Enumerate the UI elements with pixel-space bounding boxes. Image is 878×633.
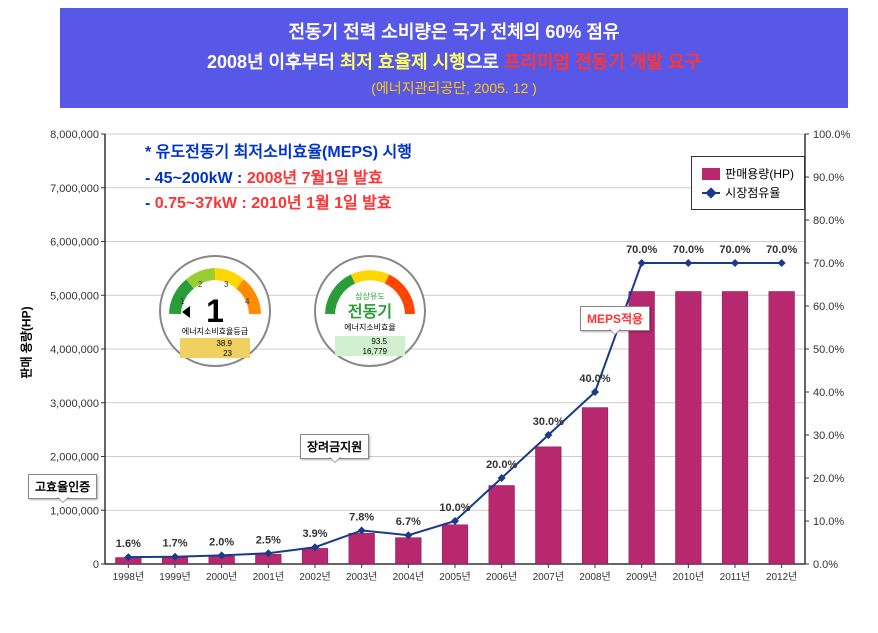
- legend-line: 시장점유율: [702, 184, 794, 201]
- svg-text:23: 23: [223, 349, 232, 358]
- svg-text:2002년: 2002년: [299, 571, 330, 583]
- annot-line1: * 유도전동기 최저소비효율(MEPS) 시행: [145, 140, 412, 166]
- svg-text:10.0%: 10.0%: [439, 502, 470, 514]
- svg-text:2.0%: 2.0%: [209, 536, 234, 548]
- legend-bar-swatch: [702, 168, 720, 180]
- annot-line2: - 45~200kW : 2008년 7월1일 발효: [145, 166, 412, 192]
- chart-area: 01,000,0002,000,0003,000,0004,000,0005,0…: [10, 114, 870, 604]
- svg-text:에너지소비효율등급: 에너지소비효율등급: [182, 326, 248, 336]
- svg-text:40.0%: 40.0%: [579, 373, 610, 385]
- svg-text:93.5: 93.5: [371, 337, 387, 346]
- header-line1: 전동기 전력 소비량은 국가 전체의 60% 점유: [80, 18, 828, 44]
- svg-text:1.6%: 1.6%: [116, 538, 141, 550]
- svg-text:6,000,000: 6,000,000: [50, 237, 99, 249]
- svg-text:6.7%: 6.7%: [396, 516, 421, 528]
- svg-text:70.0%: 70.0%: [719, 244, 750, 256]
- energy-grade-badge: 1 2 3 4 1 에너지소비효율등급 38.9 23: [150, 254, 280, 379]
- callout-certification: 고효율인증: [28, 474, 97, 499]
- svg-text:1.7%: 1.7%: [162, 538, 187, 550]
- svg-text:70.0%: 70.0%: [673, 244, 704, 256]
- callout-meps: MEPS적용: [580, 306, 650, 331]
- legend: 판매용량(HP) 시장점유율: [691, 156, 805, 210]
- svg-text:2012년: 2012년: [766, 571, 797, 583]
- header-line2: 2008년 이후부터 최저 효율제 시행으로 프리미엄 전동기 개발 요구: [80, 48, 828, 74]
- svg-text:7,000,000: 7,000,000: [50, 183, 99, 195]
- svg-text:60.0%: 60.0%: [813, 301, 844, 313]
- svg-text:5,000,000: 5,000,000: [50, 290, 99, 302]
- svg-text:에너지소비효율: 에너지소비효율: [344, 322, 396, 332]
- svg-text:70.0%: 70.0%: [766, 244, 797, 256]
- svg-text:2010년: 2010년: [673, 571, 704, 583]
- header-banner: 전동기 전력 소비량은 국가 전체의 60% 점유 2008년 이후부터 최저 …: [60, 8, 848, 108]
- motor-efficiency-badge: 삼상유도 전동기 에너지소비효율 93.5 16,779: [305, 254, 435, 379]
- svg-text:0: 0: [93, 559, 99, 571]
- legend-line-swatch: [702, 192, 720, 194]
- svg-text:40.0%: 40.0%: [813, 387, 844, 399]
- svg-text:8,000,000: 8,000,000: [50, 129, 99, 141]
- svg-text:30.0%: 30.0%: [533, 416, 564, 428]
- svg-text:2009년: 2009년: [626, 571, 657, 583]
- svg-text:3.9%: 3.9%: [302, 528, 327, 540]
- svg-text:2011년: 2011년: [720, 571, 751, 583]
- callout-incentive: 장려금지원: [300, 434, 369, 459]
- svg-text:3: 3: [224, 280, 229, 289]
- svg-text:10.0%: 10.0%: [813, 516, 844, 528]
- svg-text:50.0%: 50.0%: [813, 344, 844, 356]
- svg-text:4,000,000: 4,000,000: [50, 344, 99, 356]
- svg-text:1: 1: [206, 293, 224, 329]
- svg-text:2005년: 2005년: [439, 571, 470, 583]
- svg-text:2007년: 2007년: [533, 571, 564, 583]
- annot-line3: - 0.75~37kW : 2010년 1월 1일 발효: [145, 191, 412, 217]
- svg-text:20.0%: 20.0%: [813, 473, 844, 485]
- legend-bar: 판매용량(HP): [702, 165, 794, 182]
- svg-text:38.9: 38.9: [216, 339, 232, 348]
- svg-text:0.0%: 0.0%: [813, 559, 838, 571]
- svg-text:1998년: 1998년: [113, 571, 144, 583]
- svg-text:2001년: 2001년: [253, 571, 284, 583]
- svg-text:16,779: 16,779: [363, 347, 388, 356]
- svg-text:1999년: 1999년: [159, 571, 190, 583]
- svg-text:30.0%: 30.0%: [813, 430, 844, 442]
- y1-axis-label: 판매 용량(HP): [18, 306, 35, 378]
- svg-text:2004년: 2004년: [393, 571, 424, 583]
- svg-text:70.0%: 70.0%: [813, 258, 844, 270]
- svg-text:전동기: 전동기: [348, 303, 392, 321]
- svg-text:2006년: 2006년: [486, 571, 517, 583]
- svg-text:70.0%: 70.0%: [626, 244, 657, 256]
- svg-text:7.8%: 7.8%: [349, 511, 374, 523]
- svg-text:2003년: 2003년: [346, 571, 377, 583]
- svg-text:80.0%: 80.0%: [813, 215, 844, 227]
- svg-text:2008년: 2008년: [579, 571, 610, 583]
- svg-text:2,000,000: 2,000,000: [50, 452, 99, 464]
- svg-text:20.0%: 20.0%: [486, 459, 517, 471]
- svg-text:3,000,000: 3,000,000: [50, 398, 99, 410]
- svg-text:삼상유도: 삼상유도: [355, 291, 384, 301]
- header-source: (에너지관리공단, 2005. 12 ): [80, 78, 828, 98]
- svg-text:1: 1: [180, 297, 185, 306]
- svg-text:2000년: 2000년: [206, 571, 237, 583]
- svg-text:2: 2: [198, 280, 203, 289]
- meps-annotation: * 유도전동기 최저소비효율(MEPS) 시행 - 45~200kW : 200…: [145, 140, 412, 217]
- svg-text:2.5%: 2.5%: [256, 534, 281, 546]
- svg-text:4: 4: [245, 297, 250, 306]
- svg-text:100.0%: 100.0%: [813, 129, 851, 141]
- svg-text:90.0%: 90.0%: [813, 172, 844, 184]
